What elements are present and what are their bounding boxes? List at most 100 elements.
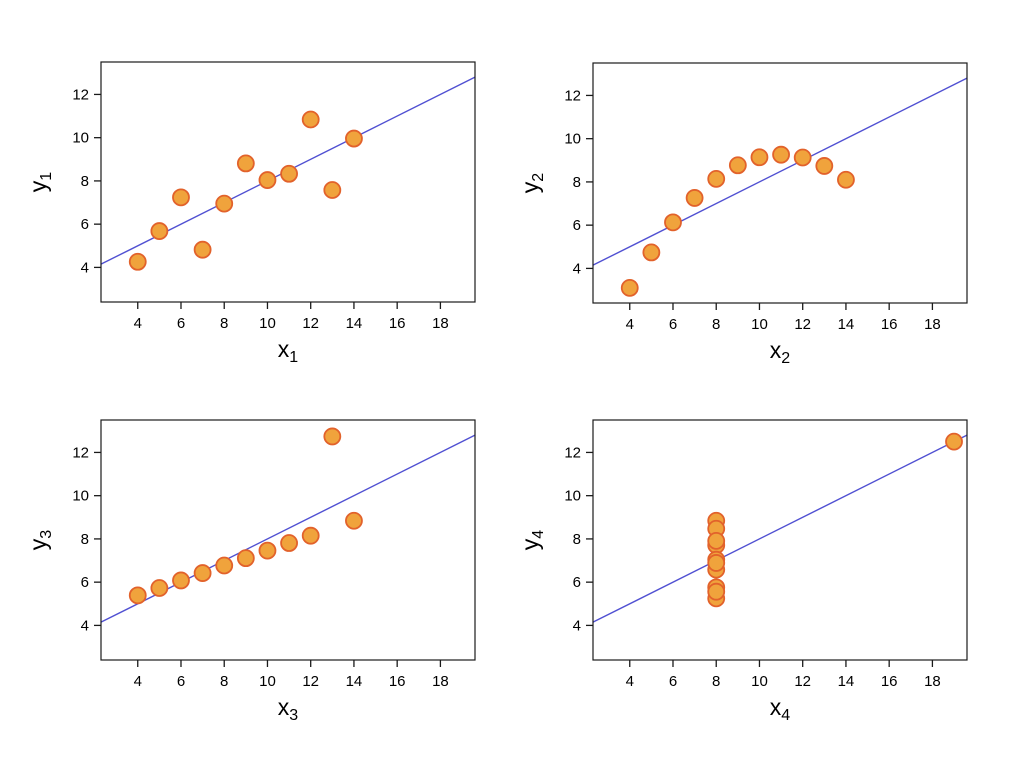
data-point <box>837 170 855 189</box>
x-tick-label: 18 <box>432 673 449 690</box>
panel-bottom-left: 4 6 8 10 12 14 16 18 4 6 8 10 12 x3 y3 <box>0 384 512 768</box>
x-tick-label: 18 <box>924 316 941 333</box>
x-tick-label: 14 <box>838 673 855 690</box>
data-point <box>707 531 726 550</box>
data-point <box>236 154 255 173</box>
x-tick-label: 12 <box>302 673 319 690</box>
x-tick-label: 12 <box>302 315 319 332</box>
data-point <box>793 148 812 167</box>
x-tick-label: 14 <box>346 315 363 332</box>
data-point <box>193 240 212 259</box>
x-tick-label: 18 <box>432 315 449 332</box>
plot-box <box>100 61 476 303</box>
data-point <box>172 571 190 590</box>
panel-bottom-right: 4 6 8 10 12 14 16 18 4 6 8 10 12 x4 y4 <box>512 384 1024 768</box>
regression-line <box>592 434 968 623</box>
x-tick-label: 6 <box>177 673 185 690</box>
y-tick-label: 12 <box>72 444 89 461</box>
y-tick-label: 6 <box>573 217 581 234</box>
data-point <box>345 129 363 148</box>
plot-box <box>100 419 476 661</box>
data-point <box>345 511 363 530</box>
x-tick-label: 12 <box>794 673 811 690</box>
data-point <box>323 427 342 446</box>
x-tick-label: 6 <box>177 315 185 332</box>
data-point <box>707 582 726 601</box>
data-point <box>728 156 747 175</box>
data-point <box>236 549 255 568</box>
y-axis-label: y1 <box>25 172 55 193</box>
x-tick-label: 6 <box>669 316 677 333</box>
y-tick-label: 8 <box>81 173 89 190</box>
x-tick-label: 10 <box>751 673 768 690</box>
y-tick-label: 6 <box>81 574 89 591</box>
y-tick-label: 12 <box>564 87 581 104</box>
data-point <box>707 554 726 572</box>
y-tick-label: 10 <box>564 488 581 505</box>
data-point <box>258 541 277 560</box>
plot-box <box>592 62 968 304</box>
data-point <box>707 169 726 188</box>
x-tick-label: 18 <box>924 673 941 690</box>
y-tick-label: 4 <box>81 259 89 276</box>
y-axis-label: y4 <box>517 530 547 551</box>
regression-line <box>592 77 968 266</box>
x-tick-label: 10 <box>259 315 276 332</box>
data-point <box>620 278 639 297</box>
y-tick-label: 12 <box>72 86 89 103</box>
y-axis-label: y3 <box>25 530 55 551</box>
x-tick-label: 16 <box>389 315 406 332</box>
x-tick-label: 4 <box>134 315 142 332</box>
x-tick-label: 8 <box>712 316 720 333</box>
x-tick-label: 14 <box>838 316 855 333</box>
data-point <box>193 564 212 582</box>
data-point <box>323 181 342 199</box>
y-tick-label: 12 <box>564 444 581 461</box>
data-point <box>664 213 682 232</box>
data-point <box>301 110 320 129</box>
x-axis-label: x2 <box>770 337 791 367</box>
data-point <box>172 188 190 207</box>
y-tick-label: 4 <box>573 617 581 634</box>
y-tick-label: 10 <box>72 130 89 147</box>
y-tick-label: 10 <box>72 488 89 505</box>
data-point <box>772 145 790 164</box>
x-tick-label: 16 <box>389 673 406 690</box>
x-tick-label: 4 <box>134 673 142 690</box>
x-tick-label: 14 <box>346 673 363 690</box>
panel-top-left: 4 6 8 10 12 14 16 18 4 6 8 10 12 x1 y1 <box>0 0 512 384</box>
data-point <box>128 252 147 271</box>
data-point <box>128 586 147 605</box>
data-point <box>301 526 320 545</box>
y-tick-label: 6 <box>81 216 89 233</box>
data-point <box>150 579 169 597</box>
x-tick-label: 8 <box>220 673 228 690</box>
data-point <box>215 556 234 575</box>
data-point <box>815 157 834 175</box>
x-tick-label: 10 <box>259 673 276 690</box>
y-tick-label: 6 <box>573 574 581 591</box>
data-point <box>685 189 704 207</box>
y-tick-label: 10 <box>564 131 581 148</box>
x-tick-label: 4 <box>626 673 634 690</box>
x-axis-label: x3 <box>278 694 299 724</box>
x-tick-label: 8 <box>712 673 720 690</box>
data-point <box>280 534 298 552</box>
x-tick-label: 6 <box>669 673 677 690</box>
panel-top-right: 4 6 8 10 12 14 16 18 4 6 8 10 12 x2 y2 <box>512 0 1024 384</box>
y-tick-label: 8 <box>573 531 581 548</box>
data-point <box>280 164 298 183</box>
plot-box <box>592 419 968 661</box>
data-point <box>258 171 277 189</box>
y-tick-label: 4 <box>573 260 581 277</box>
data-point <box>215 194 234 213</box>
x-tick-label: 16 <box>881 316 898 333</box>
x-axis-label: x1 <box>278 336 299 366</box>
x-tick-label: 8 <box>220 315 228 332</box>
y-tick-label: 4 <box>81 617 89 634</box>
